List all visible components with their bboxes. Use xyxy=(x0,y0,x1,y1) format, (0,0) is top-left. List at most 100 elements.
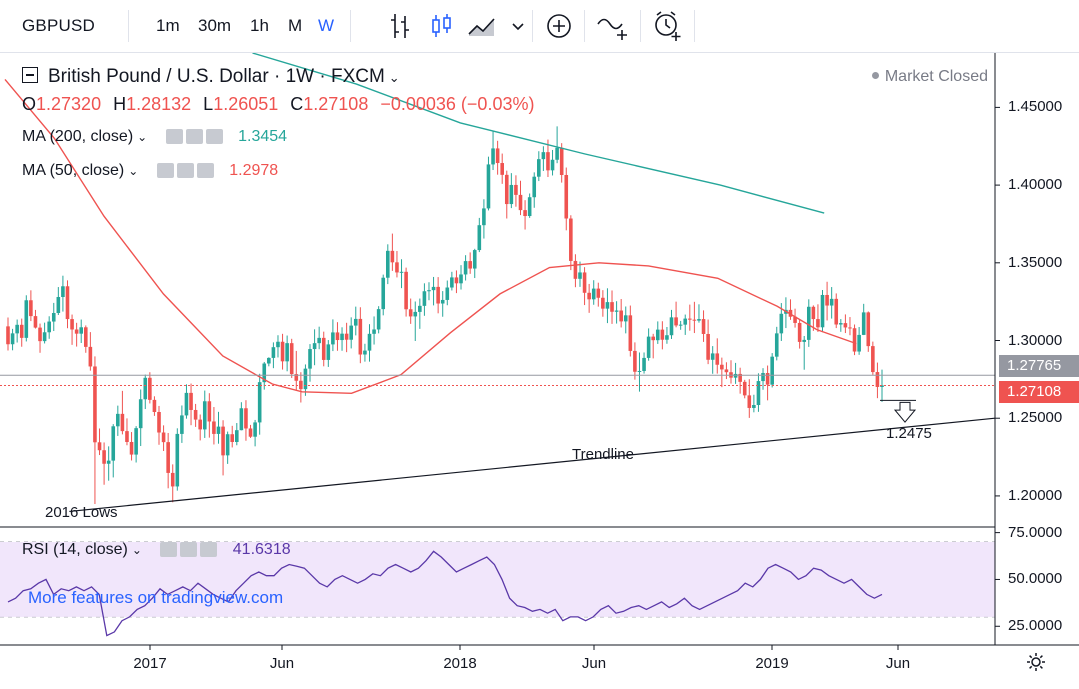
candle-body xyxy=(839,323,843,325)
chevron-down-icon[interactable]: ⌄ xyxy=(131,543,142,558)
candle-body xyxy=(720,364,724,370)
close-icon[interactable] xyxy=(196,163,214,179)
settings-icon[interactable] xyxy=(185,129,203,145)
candle xyxy=(257,373,262,435)
candle xyxy=(523,200,527,230)
candle-body xyxy=(285,343,289,362)
candle-body xyxy=(386,250,390,278)
candle-style-icon[interactable] xyxy=(428,10,456,42)
candle-body xyxy=(125,431,129,442)
close-icon[interactable] xyxy=(200,542,218,558)
toolbar-divider xyxy=(532,10,533,42)
candle xyxy=(674,301,678,328)
chevron-down-icon[interactable]: ⌄ xyxy=(128,164,139,179)
candles xyxy=(6,126,884,504)
annotation-trendline: Trendline xyxy=(572,446,634,463)
ma50-line xyxy=(4,78,857,395)
candle-body xyxy=(440,299,445,304)
candle xyxy=(19,318,24,347)
candle xyxy=(509,173,514,209)
candle xyxy=(655,321,660,344)
interval-1m-button[interactable]: 1m xyxy=(156,16,180,35)
candle-body xyxy=(189,392,193,410)
candle-body xyxy=(633,350,637,372)
candle xyxy=(669,309,674,339)
ma200-label[interactable]: MA (200, close) xyxy=(22,128,134,146)
candle-body xyxy=(587,292,591,300)
candle-body xyxy=(267,357,271,364)
candle xyxy=(353,306,358,336)
candle xyxy=(189,383,193,426)
ma50-legend: MA (50, close) ⌄ 1.2978 xyxy=(22,162,278,180)
candle xyxy=(308,344,312,382)
candle-body xyxy=(395,262,399,273)
candle-body xyxy=(413,311,418,317)
watermark-link[interactable]: More features on tradingview.com xyxy=(28,588,284,607)
compare-add-icon[interactable] xyxy=(544,10,574,42)
candle xyxy=(244,400,248,441)
candle xyxy=(221,420,225,476)
candle-body xyxy=(555,147,559,160)
collapse-legend-icon[interactable] xyxy=(22,67,38,83)
candle-body xyxy=(97,442,102,451)
candle-body xyxy=(166,442,170,473)
candle-body xyxy=(477,225,482,251)
candle-body xyxy=(829,298,834,306)
candle-body xyxy=(628,315,633,351)
candle xyxy=(74,322,79,347)
close-icon[interactable] xyxy=(205,129,223,145)
alert-icon[interactable] xyxy=(652,10,684,42)
candle-body xyxy=(655,329,660,341)
symbol-search-button[interactable]: GBPUSD xyxy=(22,16,95,35)
candle-body xyxy=(79,327,84,334)
interval-30m-button[interactable]: 30m xyxy=(198,16,232,35)
price-tick-label: 1.40000 xyxy=(1008,176,1063,194)
candle-body xyxy=(111,426,116,461)
candle-body xyxy=(202,401,207,430)
candle-body xyxy=(276,341,280,348)
candle xyxy=(697,304,701,323)
candle-body xyxy=(569,218,573,261)
price-tick-label: 1.45000 xyxy=(1008,98,1063,116)
interval-1h-button[interactable]: 1h xyxy=(250,16,269,35)
settings-gear-icon[interactable] xyxy=(1025,651,1047,673)
settings-icon[interactable] xyxy=(180,542,198,558)
eye-icon[interactable] xyxy=(156,163,174,179)
trendline xyxy=(69,417,996,513)
rsi-label[interactable]: RSI (14, close) xyxy=(22,541,128,559)
indicators-icon[interactable] xyxy=(596,10,632,42)
dropdown-icon[interactable] xyxy=(510,10,526,42)
interval-month-button[interactable]: M xyxy=(288,16,303,35)
candle-body xyxy=(774,333,779,357)
candle xyxy=(445,280,450,306)
candle xyxy=(166,432,170,489)
candle xyxy=(29,290,33,322)
candle xyxy=(797,319,802,349)
bar-style-icon[interactable] xyxy=(386,10,414,42)
low-label: L xyxy=(203,94,214,114)
candle xyxy=(102,442,106,485)
chevron-down-icon[interactable]: ⌄ xyxy=(388,70,400,85)
candle xyxy=(752,394,756,413)
candle xyxy=(527,193,532,218)
interval-week-button[interactable]: W xyxy=(318,16,335,35)
candle xyxy=(97,428,102,456)
candle-body xyxy=(559,147,564,175)
candle xyxy=(331,319,335,352)
chevron-down-icon[interactable]: ⌄ xyxy=(137,130,148,145)
eye-icon[interactable] xyxy=(160,542,178,558)
candle-body xyxy=(463,261,468,275)
settings-icon[interactable] xyxy=(176,163,194,179)
candle xyxy=(399,259,404,289)
candle-body xyxy=(738,373,742,382)
candle-body xyxy=(678,324,683,326)
eye-icon[interactable] xyxy=(165,129,183,145)
candle xyxy=(289,338,294,378)
axes xyxy=(0,53,1079,650)
ma50-label[interactable]: MA (50, close) xyxy=(22,162,125,180)
area-style-icon[interactable] xyxy=(466,10,498,42)
candle xyxy=(79,319,84,343)
series-title[interactable]: British Pound / U.S. Dollar · 1W · FXCM xyxy=(48,66,385,87)
candle xyxy=(596,282,601,307)
candle xyxy=(363,343,367,362)
